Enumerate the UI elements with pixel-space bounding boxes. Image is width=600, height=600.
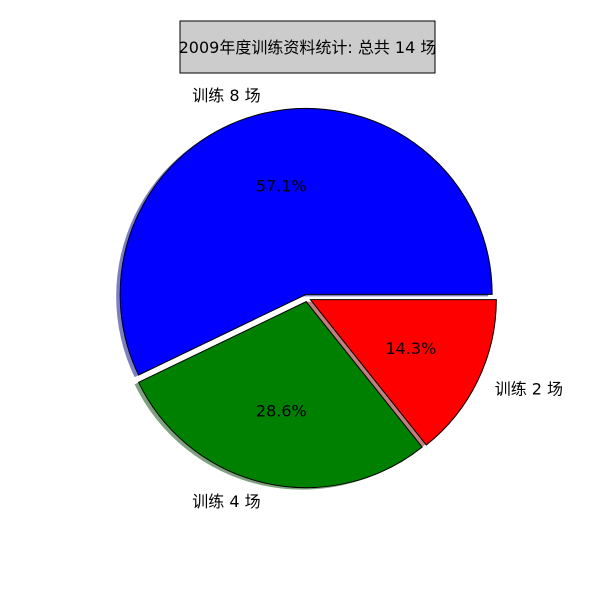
chart-title: 2009年度训练资料统计: 总共 14 场 [179,38,437,57]
pie-percent-label-1: 57.1% [256,177,307,196]
chart-title-box: 2009年度训练资料统计: 总共 14 场 [179,20,437,74]
pie-slice-label-1: 训练 8 场 [192,86,260,105]
pie-slice-label-2: 训练 4 场 [192,492,260,511]
pie-percent-label-3: 14.3% [385,339,436,358]
pie-slice-3 [309,299,497,446]
pie-slice-label-3: 训练 2 场 [495,379,563,398]
pie-slice-2 [137,301,423,489]
pie-labels: 57.1% 训练 8 场 28.6% 训练 4 场 14.3% 训练 2 场 [192,86,563,511]
pie-slice-1 [119,107,493,376]
chart-title-background [179,20,436,74]
pie-slices [119,107,497,489]
pie-percent-label-2: 28.6% [256,401,307,420]
